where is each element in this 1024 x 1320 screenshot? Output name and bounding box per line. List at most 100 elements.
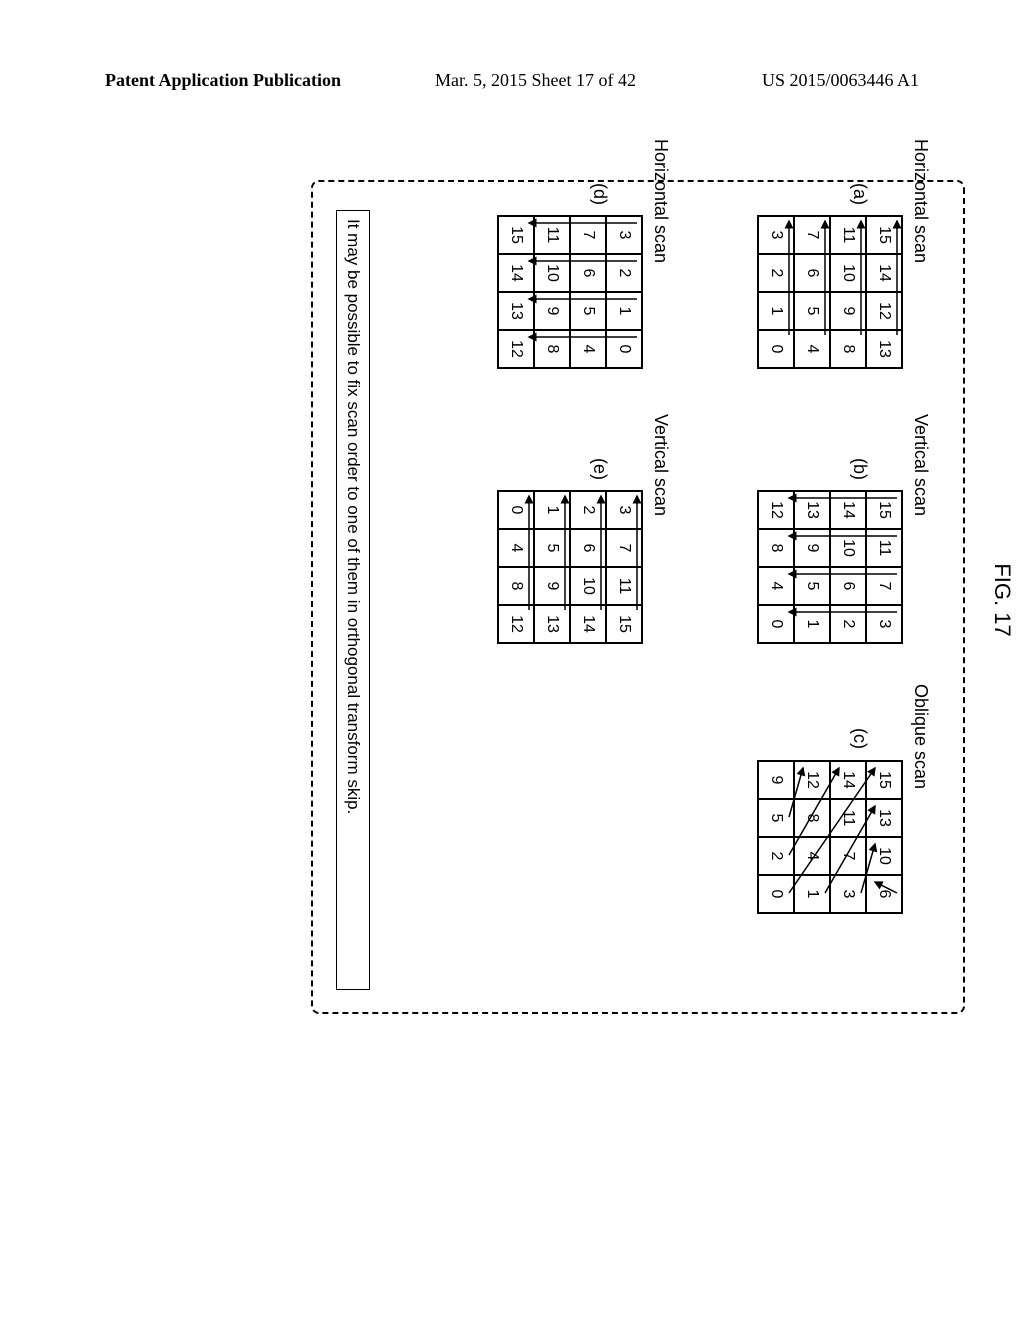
scan-grid: 3711152610141591304812 <box>497 490 643 644</box>
grid-cell: 14 <box>866 254 902 292</box>
grid-cell: 6 <box>570 254 606 292</box>
scan-title: Vertical scan <box>910 414 931 566</box>
grid-cell: 1 <box>606 292 642 330</box>
grid-cell: 6 <box>794 254 830 292</box>
grid-cell: 0 <box>758 330 794 368</box>
grid-cell: 11 <box>866 529 902 567</box>
grid-cell: 7 <box>830 837 866 875</box>
grid-cell: 3 <box>758 216 794 254</box>
grid-cell: 6 <box>570 529 606 567</box>
grid-cell: 4 <box>794 837 830 875</box>
grid-cell: 15 <box>606 605 642 643</box>
grid-cell: 2 <box>830 605 866 643</box>
grid-cell: 12 <box>498 330 534 368</box>
figure-title: FIG. 17 <box>989 563 1015 636</box>
grid-cell: 10 <box>534 254 570 292</box>
grid-cell: 2 <box>570 491 606 529</box>
grid-cell: 2 <box>758 837 794 875</box>
grid-cell: 14 <box>570 605 606 643</box>
grid-cell: 6 <box>830 567 866 605</box>
panel-label: (d) <box>589 183 610 205</box>
grid-cell: 15 <box>866 216 902 254</box>
grid-cell: 15 <box>866 761 902 799</box>
scan-title: Horizontal scan <box>650 139 671 291</box>
grid-cell: 0 <box>606 330 642 368</box>
figure-17: FIG. 17 (a)Horizontal scan15141213111098… <box>105 310 925 890</box>
grid-cell: 10 <box>570 567 606 605</box>
grid-cell: 13 <box>866 330 902 368</box>
grid-cell: 11 <box>830 216 866 254</box>
grid-cell: 9 <box>534 292 570 330</box>
grid-cell: 10 <box>866 837 902 875</box>
grid-cell: 7 <box>570 216 606 254</box>
grid-cell: 5 <box>794 567 830 605</box>
grid-cell: 4 <box>794 330 830 368</box>
grid-cell: 12 <box>498 605 534 643</box>
grid-cell: 0 <box>498 491 534 529</box>
header-left: Patent Application Publication <box>105 70 341 91</box>
grid-cell: 5 <box>794 292 830 330</box>
footnote: It may be possible to fix scan order to … <box>336 210 370 990</box>
grid-cell: 10 <box>830 529 866 567</box>
grid-cell: 0 <box>758 605 794 643</box>
grid-cell: 7 <box>866 567 902 605</box>
grid-cell: 12 <box>758 491 794 529</box>
grid-cell: 15 <box>498 216 534 254</box>
scan-grid: 1514121311109876543210 <box>757 215 903 369</box>
grid-cell: 1 <box>794 605 830 643</box>
grid-cell: 14 <box>498 254 534 292</box>
scan-grid: 3210765411109815141312 <box>497 215 643 369</box>
grid-cell: 13 <box>498 292 534 330</box>
grid-cell: 3 <box>866 605 902 643</box>
grid-cell: 11 <box>534 216 570 254</box>
grid-cell: 9 <box>758 761 794 799</box>
grid-cell: 14 <box>830 491 866 529</box>
grid-cell: 8 <box>498 567 534 605</box>
grid-cell: 12 <box>866 292 902 330</box>
grid-cell: 8 <box>534 330 570 368</box>
grid-cell: 1 <box>758 292 794 330</box>
scan-grid: 151173 141062 13951 12840 <box>757 490 903 644</box>
grid-cell: 8 <box>758 529 794 567</box>
scan-grid: 1513106141173128419520 <box>757 760 903 914</box>
grid-cell: 5 <box>534 529 570 567</box>
header-center: Mar. 5, 2015 Sheet 17 of 42 <box>435 70 636 91</box>
grid-cell: 2 <box>758 254 794 292</box>
scan-title: Vertical scan <box>650 414 671 566</box>
grid-cell: 9 <box>794 529 830 567</box>
grid-cell: 8 <box>830 330 866 368</box>
scan-title: Oblique scan <box>910 684 931 836</box>
grid-cell: 4 <box>498 529 534 567</box>
panel-label: (b) <box>849 458 870 480</box>
scan-title: Horizontal scan <box>910 139 931 291</box>
panel-label: (a) <box>849 183 870 205</box>
grid-cell: 0 <box>758 875 794 913</box>
grid-cell: 7 <box>606 529 642 567</box>
grid-cell: 10 <box>830 254 866 292</box>
grid-cell: 11 <box>606 567 642 605</box>
grid-cell: 1 <box>794 875 830 913</box>
grid-cell: 11 <box>830 799 866 837</box>
panel-label: (c) <box>849 728 870 749</box>
grid-cell: 4 <box>570 330 606 368</box>
panel-label: (e) <box>589 458 610 480</box>
grid-cell: 13 <box>794 491 830 529</box>
grid-cell: 1 <box>534 491 570 529</box>
footnote-text: It may be possible to fix scan order to … <box>343 219 363 814</box>
grid-cell: 12 <box>794 761 830 799</box>
grid-cell: 13 <box>534 605 570 643</box>
grid-cell: 5 <box>570 292 606 330</box>
grid-cell: 15 <box>866 491 902 529</box>
header-right: US 2015/0063446 A1 <box>762 70 919 91</box>
grid-cell: 9 <box>534 567 570 605</box>
grid-cell: 2 <box>606 254 642 292</box>
grid-cell: 13 <box>866 799 902 837</box>
grid-cell: 7 <box>794 216 830 254</box>
grid-cell: 9 <box>830 292 866 330</box>
grid-cell: 3 <box>830 875 866 913</box>
grid-cell: 3 <box>606 216 642 254</box>
grid-cell: 6 <box>866 875 902 913</box>
grid-cell: 4 <box>758 567 794 605</box>
grid-cell: 8 <box>794 799 830 837</box>
grid-cell: 14 <box>830 761 866 799</box>
